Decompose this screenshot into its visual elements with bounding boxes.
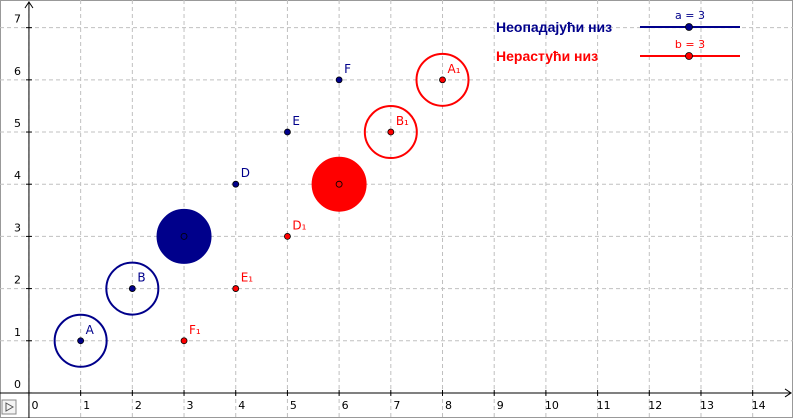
- x-tick-label: 1: [83, 399, 90, 412]
- point: [387, 128, 395, 136]
- x-tick-label: 11: [597, 399, 611, 412]
- point: [284, 232, 291, 240]
- point-label: B₁: [396, 114, 409, 128]
- x-axis-arrow: [784, 388, 792, 398]
- x-tick-label: 7: [393, 399, 400, 412]
- point: [284, 128, 291, 136]
- point: [439, 76, 446, 84]
- x-tick-label: 10: [545, 399, 559, 412]
- highlight-circle: [105, 261, 160, 316]
- point: [335, 180, 343, 188]
- point-label: E₁: [241, 271, 254, 285]
- play-button[interactable]: [1, 399, 17, 415]
- x-tick-label: 0: [31, 399, 38, 412]
- legend-label: Неопадајући низ: [496, 19, 612, 35]
- slider-knob[interactable]: [685, 52, 693, 60]
- legend-label: Нерастући низ: [496, 48, 598, 64]
- x-tick-label: 6: [342, 399, 349, 412]
- point-label: A₁: [448, 62, 461, 76]
- point-label: D₁: [292, 218, 306, 232]
- point: [77, 337, 85, 345]
- y-tick-label: 3: [14, 221, 21, 234]
- y-tick-label: 1: [14, 326, 21, 339]
- point-label: D: [241, 166, 250, 180]
- y-tick-label: 6: [14, 65, 21, 78]
- point-label: A: [86, 323, 95, 337]
- highlight-circle: [415, 52, 470, 107]
- x-tick-label: 8: [445, 399, 452, 412]
- y-tick-label: 4: [14, 169, 21, 182]
- point: [232, 180, 240, 188]
- y-tick-label: 2: [14, 274, 21, 287]
- y-tick-label: 5: [14, 117, 21, 130]
- point-label: F: [344, 62, 351, 76]
- point: [335, 76, 343, 84]
- x-tick-label: 2: [135, 399, 142, 412]
- slider-label: a = 3: [675, 9, 705, 22]
- point-label: B: [137, 271, 145, 285]
- x-tick-label: 13: [700, 399, 714, 412]
- point-label: E: [292, 114, 300, 128]
- highlight-circle: [363, 105, 418, 160]
- x-tick-label: 5: [290, 399, 297, 412]
- y-tick-label: 7: [14, 13, 21, 26]
- point-label: F₁: [189, 323, 201, 337]
- slider-knob[interactable]: [685, 23, 693, 31]
- x-tick-label: 12: [648, 399, 662, 412]
- point: [180, 232, 188, 240]
- highlight-circle: [53, 313, 108, 368]
- point: [180, 337, 188, 345]
- slider-label: b = 3: [675, 38, 705, 51]
- x-tick-label: 4: [238, 399, 245, 412]
- x-tick-label: 9: [497, 399, 504, 412]
- point: [232, 285, 240, 292]
- y-axis-arrow: [24, 1, 34, 9]
- x-tick-label: 3: [187, 399, 194, 412]
- x-tick-label: 14: [752, 399, 766, 412]
- y-tick-label: 0: [14, 378, 21, 391]
- point: [128, 285, 136, 292]
